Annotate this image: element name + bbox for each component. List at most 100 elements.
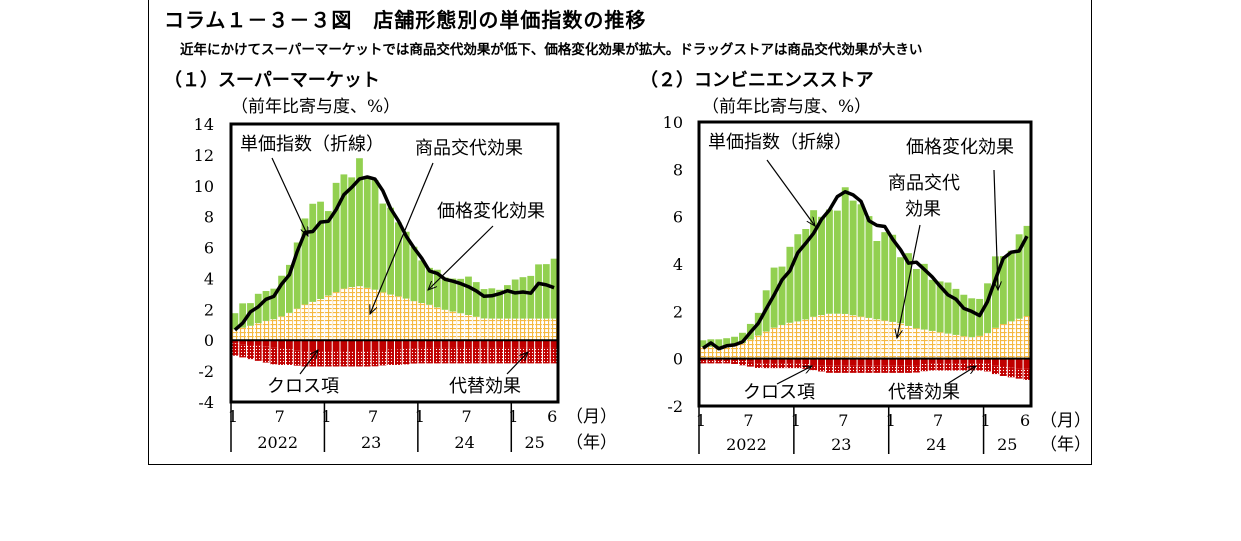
- bar-cross-term: [542, 340, 550, 348]
- bar-product-turnover: [952, 334, 960, 359]
- xtick-year-p1: 25: [524, 433, 544, 452]
- bar-substitution: [818, 365, 825, 372]
- bar-product-turnover: [746, 339, 754, 359]
- bar-price-change: [928, 279, 936, 331]
- bar-substitution: [496, 347, 503, 364]
- ytick-label-p1: 14: [194, 115, 214, 134]
- bar-cross-term: [262, 340, 270, 347]
- bar-price-change: [723, 338, 731, 347]
- annotation-label-p1: 価格変化効果: [437, 201, 545, 222]
- bar-cross-term: [818, 358, 825, 366]
- bar-cross-term: [441, 340, 449, 348]
- bar-product-turnover: [519, 318, 527, 341]
- bar-cross-term: [770, 358, 778, 364]
- bar-product-turnover: [550, 318, 558, 341]
- bar-product-turnover: [707, 346, 715, 359]
- bar-product-turnover: [802, 319, 810, 359]
- bar-cross-term: [418, 340, 426, 348]
- bar-product-turnover: [387, 294, 394, 341]
- bar-substitution: [410, 348, 418, 364]
- bar-substitution: [441, 347, 449, 364]
- bar-substitution: [770, 363, 778, 369]
- x-unit-month-p2: （月）: [1040, 411, 1091, 431]
- bar-product-turnover: [873, 319, 881, 359]
- bar-price-change: [889, 234, 897, 322]
- bar-product-turnover: [324, 295, 332, 341]
- bar-product-turnover: [418, 303, 426, 341]
- bar-price-change: [833, 210, 841, 314]
- bar-price-change: [960, 294, 968, 337]
- bar-price-change: [324, 211, 332, 296]
- bar-cross-term: [802, 358, 810, 365]
- annotation-label-p2: クロス項: [743, 382, 815, 403]
- xtick-month-p1: 1: [508, 407, 518, 426]
- bar-cross-term: [511, 340, 519, 348]
- bar-cross-term: [395, 340, 402, 350]
- bar-cross-term: [254, 340, 262, 346]
- bar-substitution: [857, 365, 865, 373]
- figure-title: コラム１－３－３図 店舗形態別の単価指数の推移: [164, 8, 647, 32]
- bar-product-turnover: [865, 317, 873, 359]
- bar-product-turnover: [363, 287, 371, 341]
- bar-product-turnover: [905, 325, 912, 359]
- bar-price-change: [944, 282, 952, 334]
- bar-substitution: [928, 363, 936, 371]
- xtick-month-p1: 7: [275, 407, 285, 426]
- bar-substitution: [1023, 368, 1031, 380]
- bar-substitution: [340, 351, 348, 367]
- bar-product-turnover: [340, 288, 348, 341]
- bar-substitution: [317, 351, 324, 367]
- bar-substitution: [833, 365, 841, 373]
- bar-product-turnover: [278, 316, 285, 341]
- bar-substitution: [849, 365, 857, 373]
- bar-cross-term: [920, 358, 928, 365]
- ytick-label-p2: 0: [673, 350, 683, 369]
- bar-product-turnover: [976, 335, 984, 359]
- bar-cross-term: [825, 358, 833, 366]
- bar-price-change: [496, 289, 503, 319]
- annotation-arrow-p2: [993, 169, 998, 290]
- bar-cross-term: [278, 340, 285, 349]
- bar-substitution: [286, 349, 293, 365]
- bar-substitution: [920, 364, 928, 372]
- bar-cross-term: [762, 358, 770, 364]
- bar-substitution: [332, 351, 340, 367]
- bar-cross-term: [426, 340, 433, 348]
- bar-product-turnover: [457, 313, 465, 341]
- bar-cross-term: [912, 358, 920, 366]
- bar-product-turnover: [999, 324, 1007, 359]
- bar-product-turnover: [841, 313, 849, 359]
- bar-cross-term: [889, 358, 897, 366]
- bar-cross-term: [480, 340, 488, 348]
- ytick-label-p2: 2: [673, 302, 683, 321]
- xtick-year-p2: 2022: [726, 435, 767, 454]
- bar-product-turnover: [317, 299, 324, 341]
- bar-product-turnover: [715, 346, 723, 359]
- bar-product-turnover: [991, 327, 999, 359]
- bar-substitution: [810, 365, 818, 371]
- bar-substitution: [1015, 368, 1023, 379]
- bar-substitution: [293, 350, 301, 366]
- bar-price-change: [699, 340, 707, 347]
- bar-price-change: [849, 200, 857, 316]
- bar-product-turnover: [786, 322, 794, 359]
- bar-substitution: [1007, 367, 1015, 378]
- bar-price-change: [825, 209, 833, 314]
- annotation-arrow-p1: [428, 225, 494, 290]
- xtick-month-p1: 7: [461, 407, 471, 426]
- xtick-month-p1: 7: [368, 407, 378, 426]
- figure-subtitle: 近年にかけてスーパーマーケットでは商品交代効果が低下、価格変化効果が拡大。ドラッ…: [180, 42, 923, 58]
- bar-product-turnover: [301, 304, 309, 341]
- xtick-month-p2: 1: [791, 411, 801, 430]
- ytick-label-p2: 8: [673, 160, 683, 179]
- annotation-label-p2: 代替効果: [888, 382, 960, 403]
- annotation-label-p2: 効果: [905, 199, 941, 220]
- bar-price-change: [332, 182, 340, 293]
- bar-substitution: [739, 361, 746, 366]
- bar-price-change: [356, 158, 363, 287]
- bar-product-turnover: [239, 327, 247, 341]
- bar-product-turnover: [356, 286, 363, 341]
- bar-cross-term: [527, 340, 535, 348]
- annotation-arrow-p2: [897, 224, 921, 338]
- bar-substitution: [371, 350, 379, 367]
